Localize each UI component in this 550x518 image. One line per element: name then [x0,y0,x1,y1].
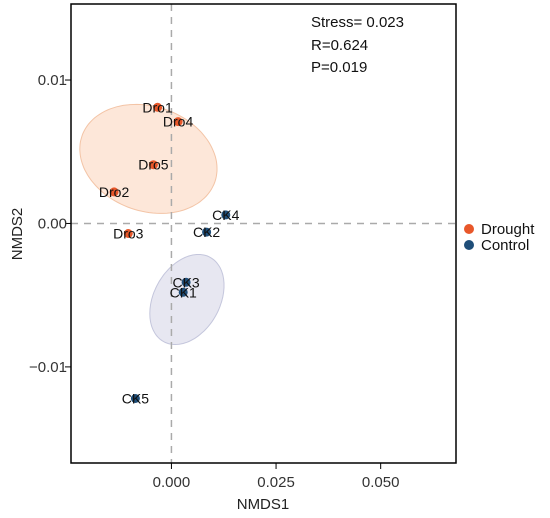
legend-marker-control [464,240,474,250]
point-dro5 [148,160,158,170]
annotation-stress: Stress= 0.023 [311,14,404,31]
legend-marker-drought [464,224,474,234]
point-ck4 [221,210,231,220]
point-label-ck2: CK2 [193,224,220,240]
point-dro3 [123,229,133,238]
x-axis-title: NMDS1 [237,496,290,513]
y-tick-label: 0.00 [38,215,67,232]
y-tick-label: −0.01 [29,359,67,376]
point-label-dro5: Dro5 [138,157,169,173]
ellipse-drought [79,103,218,214]
point-ck5 [130,394,140,403]
y-tick-label: 0.01 [38,72,67,89]
x-axis-ticks: 0.000 0.025 0.050 [153,463,400,491]
point-dro2 [109,187,119,197]
point-label-dro2: Dro2 [99,184,130,200]
group-ellipses [79,103,225,345]
legend-label-control: Control [481,237,529,254]
stats-annotations: Stress= 0.023 R=0.624 P=0.019 [311,14,404,76]
point-dro4 [173,117,183,127]
x-tick-label: 0.025 [257,474,295,491]
point-label-ck5: CK5 [122,391,149,407]
legend: Drought Control [464,221,535,254]
y-axis-ticks: 0.01 0.00 −0.01 [29,72,71,376]
y-axis-title: NMDS2 [9,208,26,261]
data-points [109,102,231,403]
point-label-dro1: Dro1 [142,99,173,115]
point-label-ck1: CK1 [170,284,197,300]
ellipse-control [149,254,225,345]
x-tick-label: 0.050 [362,474,400,491]
annotation-p: P=0.019 [311,59,367,76]
point-label-dro4: Dro4 [163,114,194,130]
point-ck3 [181,277,191,287]
annotation-r: R=0.624 [311,37,368,54]
x-tick-label: 0.000 [153,474,191,491]
point-label-dro3: Dro3 [113,226,144,242]
legend-label-drought: Drought [481,221,535,238]
reference-lines [71,4,456,463]
plot-frame [70,3,457,464]
point-dro1 [153,102,163,112]
point-ck2 [202,227,212,237]
point-ck1 [178,287,188,297]
point-label-ck3: CK3 [172,274,199,290]
point-label-ck4: CK4 [212,207,239,223]
